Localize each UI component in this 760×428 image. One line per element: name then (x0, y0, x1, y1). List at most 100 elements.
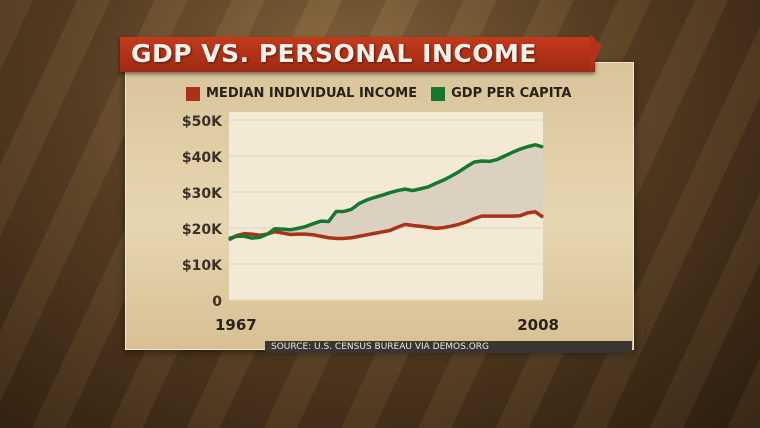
gdp-point (351, 208, 353, 210)
gdp-point (458, 171, 460, 173)
gdp-point (259, 236, 261, 238)
median-point (374, 232, 376, 234)
gdp-point (374, 196, 376, 198)
gdp-point (366, 199, 368, 201)
y-tick-label: $10K (182, 258, 223, 274)
median-point (481, 215, 483, 217)
median-point (274, 231, 276, 233)
median-point (396, 226, 398, 228)
median-point (511, 215, 513, 217)
median-point (282, 232, 284, 234)
gdp-point (465, 166, 467, 168)
gdp-point (312, 223, 314, 225)
legend-swatch-median (186, 86, 200, 101)
median-point (473, 218, 475, 220)
gdp-point (519, 148, 521, 150)
median-point (458, 223, 460, 225)
median-point (358, 235, 360, 237)
gdp-point (481, 160, 483, 162)
median-point (381, 231, 383, 233)
gdp-point (473, 161, 475, 163)
median-point (312, 234, 314, 236)
median-point (404, 223, 406, 225)
median-point (519, 215, 521, 217)
y-tick-label: $50K (182, 114, 223, 130)
median-point (488, 215, 490, 217)
median-point (320, 235, 322, 237)
median-point (504, 215, 506, 217)
median-point (419, 225, 421, 227)
gdp-point (236, 235, 238, 237)
median-point (335, 237, 337, 239)
legend-label-median: MEDIAN INDIVIDUAL INCOME (206, 86, 418, 101)
gdp-point (358, 203, 360, 205)
y-tick-label: 0 (212, 294, 222, 310)
median-point (534, 211, 536, 213)
gdp-point (320, 220, 322, 222)
median-point (496, 215, 498, 217)
gdp-point (534, 144, 536, 146)
median-point (228, 239, 230, 241)
median-point (328, 237, 330, 239)
median-point (289, 233, 291, 235)
gdp-point (488, 160, 490, 162)
median-point (251, 233, 253, 235)
median-point (527, 212, 529, 214)
gdp-point (381, 194, 383, 196)
gdp-point (297, 227, 299, 229)
gdp-point (274, 228, 276, 230)
y-tick-label: $20K (182, 222, 223, 238)
gdp-point (389, 192, 391, 194)
gdp-per-capita-line (228, 143, 544, 241)
median-point (243, 233, 245, 235)
x-tick-label: 2008 (517, 316, 559, 334)
gdp-point (282, 228, 284, 230)
median-point (366, 234, 368, 236)
gdp-point (427, 186, 429, 188)
median-point (351, 237, 353, 239)
gdp-point (527, 146, 529, 148)
median-point (427, 226, 429, 228)
title-banner (120, 37, 595, 72)
median-point (435, 227, 437, 229)
median-point (465, 221, 467, 223)
legend-label-gdp: GDP PER CAPITA (451, 86, 572, 101)
median-point (297, 233, 299, 235)
gdp-point (450, 175, 452, 177)
legend-item-gdp: GDP PER CAPITA (431, 86, 571, 101)
gdp-point (412, 190, 414, 192)
legend: MEDIAN INDIVIDUAL INCOME GDP PER CAPITA (186, 86, 571, 101)
y-tick-label: $40K (182, 150, 223, 166)
gdp-point (335, 210, 337, 212)
median-point (450, 225, 452, 227)
gdp-point (442, 179, 444, 181)
median-point (542, 216, 544, 218)
chart-title: GDP VS. PERSONAL INCOME (131, 39, 537, 68)
gdp-point (419, 188, 421, 190)
gdp-point (435, 182, 437, 184)
y-tick-label: $30K (182, 186, 223, 202)
median-point (442, 227, 444, 229)
gdp-point (343, 210, 345, 212)
median-point (389, 230, 391, 232)
gdp-point (289, 229, 291, 231)
gdp-point (404, 188, 406, 190)
gdp-point (266, 233, 268, 235)
legend-item-median: MEDIAN INDIVIDUAL INCOME (186, 86, 417, 101)
gdp-point (251, 237, 253, 239)
gdp-point (496, 159, 498, 161)
gdp-point (228, 237, 230, 239)
gdp-point (511, 151, 513, 153)
median-income-line (228, 210, 545, 242)
x-tick-label: 1967 (215, 316, 257, 334)
median-point (305, 233, 307, 235)
gdp-point (243, 235, 245, 237)
legend-swatch-gdp (431, 86, 446, 101)
banner-fold (590, 34, 602, 72)
gdp-point (328, 221, 330, 223)
source-note: SOURCE: U.S. CENSUS BUREAU VIA DEMOS.ORG (265, 341, 632, 353)
gdp-point (305, 226, 307, 228)
gdp-point (542, 146, 544, 148)
median-point (343, 237, 345, 239)
